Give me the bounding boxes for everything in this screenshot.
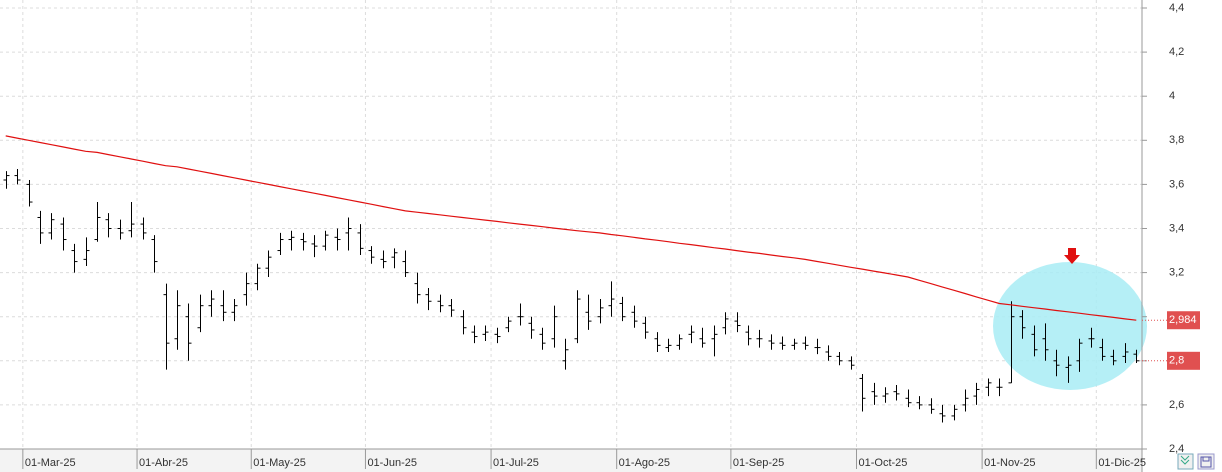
moving-average — [5, 135, 1137, 321]
arrow — [1064, 248, 1080, 264]
y-tick-label: 3,6 — [1169, 178, 1184, 190]
x-tick-label: 01-Oct-25 — [859, 457, 908, 469]
y-tick-label: 3,4 — [1169, 222, 1184, 234]
axes: 2,42,62,833,23,43,63,844,24,401-Mar-2501… — [22, 2, 1200, 469]
last-label: 2,984 — [1169, 314, 1197, 326]
last-label-box — [1167, 351, 1200, 370]
y-tick-label: 4,2 — [1169, 46, 1184, 58]
save-icon — [1200, 456, 1212, 468]
y-tick-label: 2,6 — [1169, 399, 1184, 411]
collapse-button[interactable] — [1177, 453, 1194, 470]
x-tick-label: 01-May-25 — [253, 457, 306, 469]
y-tick-label: 3,8 — [1169, 134, 1184, 146]
y-tick-label: 3,2 — [1169, 267, 1184, 279]
collapse-icon — [1180, 455, 1190, 465]
y-tick-label: 2,4 — [1169, 443, 1184, 455]
x-tick-label: 01-Sep-25 — [733, 457, 784, 469]
x-tick-label: 01-Nov-25 — [984, 457, 1035, 469]
y-tick-label: 4 — [1169, 90, 1175, 102]
x-tick-label: 01-Jul-25 — [493, 457, 539, 469]
last-label-box — [1167, 311, 1200, 330]
x-tick-label: 01-Ago-25 — [619, 457, 670, 469]
x-tick-label: 01-Abr-25 — [139, 457, 188, 469]
last-label: 2,8 — [1169, 355, 1184, 367]
x-tick-label: 01-Jun-25 — [367, 457, 417, 469]
x-tick-label: 01-Dic-25 — [1098, 457, 1146, 469]
y-tick-label: 4,4 — [1169, 2, 1184, 14]
highlight-ellipse — [993, 262, 1147, 390]
x-tick-label: 01-Mar-25 — [25, 457, 76, 469]
plot — [3, 135, 1140, 423]
